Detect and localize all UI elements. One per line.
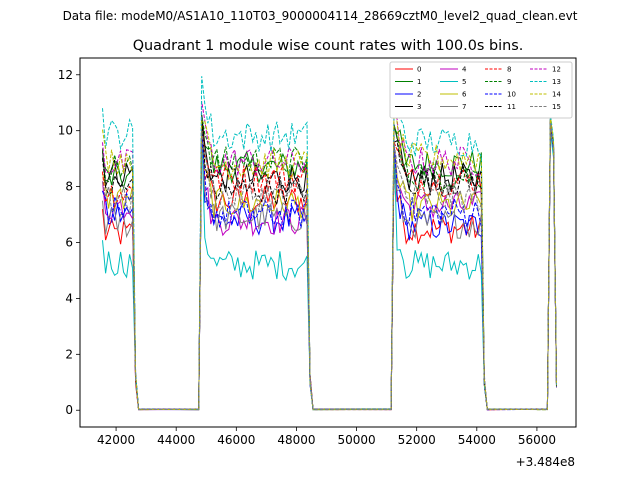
y-tick-label: 2 [65,347,73,361]
series-line-5 [102,130,557,411]
x-tick-label: 54000 [458,433,496,447]
legend-label-0: 0 [417,66,421,74]
legend-label-8: 8 [507,66,511,74]
x-tick-label: 50000 [337,433,375,447]
y-tick-label: 4 [65,291,73,305]
legend-label-5: 5 [462,78,466,86]
x-tick-label: 52000 [398,433,436,447]
legend-label-10: 10 [507,91,516,99]
series-line-9 [102,114,557,411]
y-tick-label: 12 [58,68,73,82]
plot-area [79,57,577,428]
y-tick-label: 6 [65,236,73,250]
x-tick-label: 48000 [277,433,315,447]
y-tick-label: 10 [58,124,73,138]
legend-label-7: 7 [462,103,466,111]
legend-box [389,61,573,119]
legend-label-15: 15 [552,103,561,111]
series-line-14 [102,101,557,411]
legend-label-6: 6 [462,91,467,99]
x-tick-label: 46000 [217,433,255,447]
y-tick-label: 8 [65,180,73,194]
legend-label-11: 11 [507,103,516,111]
y-tick-label: 0 [65,403,73,417]
legend-label-3: 3 [417,103,421,111]
legend-label-1: 1 [417,78,421,86]
series-line-7 [102,126,557,411]
x-tick-label: 56000 [518,433,556,447]
legend-label-13: 13 [552,78,561,86]
y-axis: 0 2 4 6 8 10 12 [58,68,80,417]
legend-label-9: 9 [507,78,511,86]
chart-title: Quadrant 1 module wise count rates with … [133,38,524,54]
legend-label-12: 12 [552,66,561,74]
x-tick-label: 44000 [157,433,195,447]
series-line-15 [102,122,557,411]
data-file-suptitle: Data file: modeM0/AS1A10_110T03_90000041… [63,9,578,23]
series-line-3 [102,114,557,411]
series-line-10 [102,124,557,411]
x-offset-label: +3.484e8 [516,455,575,469]
series-line-13 [102,76,557,410]
series-layer [102,76,557,411]
series-line-12 [102,101,557,411]
x-axis: 42000 44000 46000 48000 50000 52000 54000 56000 [97,427,556,447]
x-tick-label: 42000 [97,433,135,447]
legend-label-4: 4 [462,66,467,74]
legend-label-2: 2 [417,91,421,99]
legend-label-14: 14 [552,91,561,99]
